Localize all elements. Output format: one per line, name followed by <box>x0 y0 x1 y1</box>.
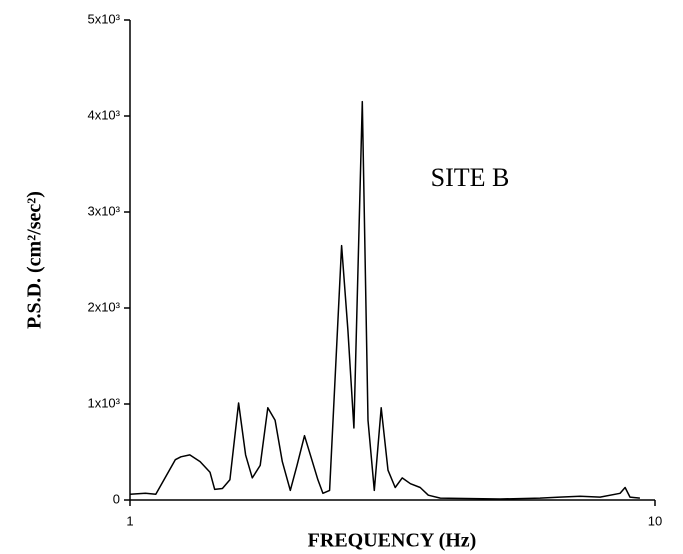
annotation: SITE B <box>431 163 510 192</box>
y-tick-label: 1x10³ <box>87 395 120 410</box>
x-axis-label: FREQUENCY (Hz) <box>308 530 477 552</box>
y-tick-label: 2x10³ <box>87 299 120 314</box>
y-tick-label: 4x10³ <box>87 107 120 122</box>
x-tick-label: 10 <box>648 513 662 528</box>
y-tick-label: 5x10³ <box>87 11 120 26</box>
y-tick-label: 3x10³ <box>87 203 120 218</box>
y-axis-label: P.S.D. (cm²/sec²) <box>24 191 46 329</box>
y-tick-label: 0 <box>113 491 120 506</box>
data-line <box>129 100 640 500</box>
x-tick-label: 1 <box>126 513 133 528</box>
